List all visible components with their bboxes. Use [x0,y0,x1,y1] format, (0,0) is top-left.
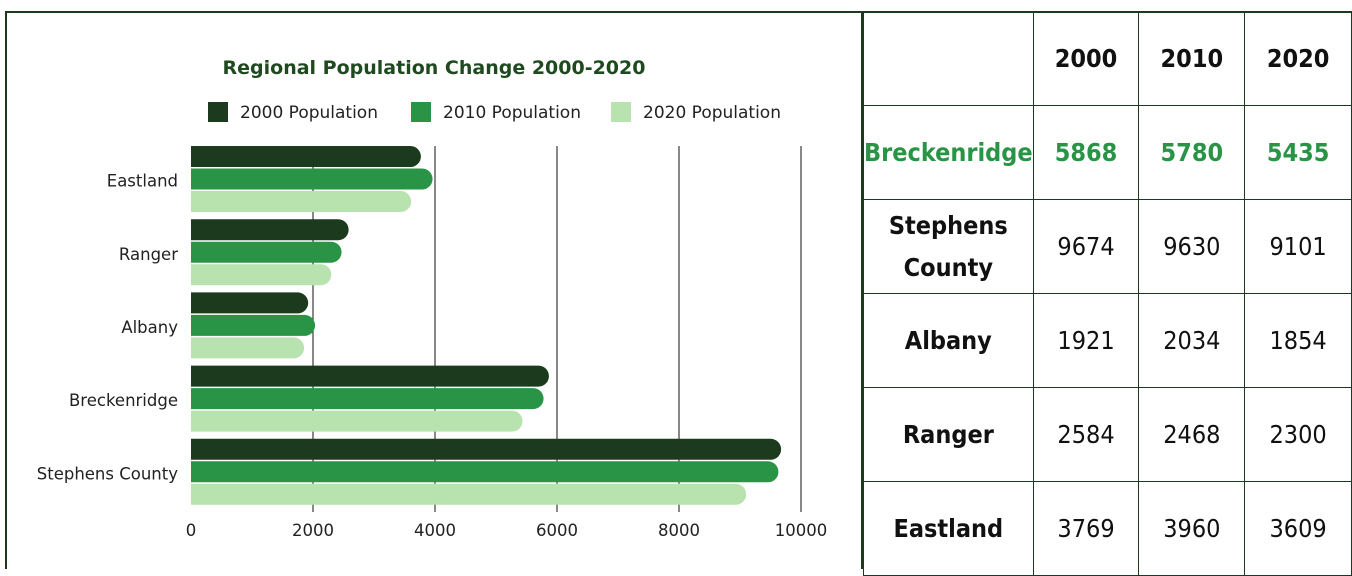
chart-title: Regional Population Change 2000-2020 [223,57,646,79]
table-cell: 2034 [1138,293,1246,388]
table-cell: 9101 [1244,199,1352,294]
row-label: Breckenridge [863,105,1034,200]
bar [191,292,309,314]
row-label: Albany [863,293,1034,388]
chart-table-divider [861,11,863,569]
table-cell: 2300 [1244,387,1352,482]
bar [191,241,342,263]
legend-label: 2000 Population [240,103,378,123]
bar [191,219,349,241]
table-header-cell: 2020 [1244,11,1352,106]
row-label: Eastland [863,481,1034,576]
bar [191,264,332,286]
x-axis-ticks: 0 2000 4000 6000 8000 10000 [186,521,828,540]
bar [191,388,544,410]
legend-swatch [411,102,431,122]
x-tick-label: 6000 [536,521,578,540]
table-cell: 2584 [1032,387,1140,482]
legend-swatch [611,102,631,122]
table-cell: 1854 [1244,293,1352,388]
y-axis-labels: Eastland Ranger Albany Breckenridge Stephens… [37,172,178,484]
legend-label: 2010 Population [443,103,581,123]
table-header-cell [863,11,1034,106]
x-tick-label: 10000 [775,521,828,540]
table-row: Eastland 3769 3960 3609 [863,481,1352,576]
row-label: Stephens County [863,199,1034,294]
y-tick-label: Albany [121,318,178,337]
bar [191,191,412,212]
bar [191,146,421,167]
table-cell: 3769 [1032,481,1140,576]
x-tick-label: 0 [186,521,197,540]
population-table: 2000 2010 2020 Breckenridge 5868 5780 54… [863,11,1352,576]
bar [191,168,433,190]
page-frame [5,11,1352,569]
x-tick-label: 2000 [292,521,334,540]
table-cell: 5435 [1244,105,1352,200]
table-header-cell: 2000 [1032,11,1140,106]
bar [191,461,779,483]
x-tick-label: 8000 [658,521,700,540]
table-cell: 3960 [1138,481,1246,576]
table-cell: 3609 [1244,481,1352,576]
legend-label: 2020 Population [643,103,781,123]
y-tick-label: Eastland [107,172,178,191]
population-table-wrap: 2000 2010 2020 Breckenridge 5868 5780 54… [863,11,1352,576]
y-tick-label: Stephens County [37,464,178,483]
row-label: Ranger [863,387,1034,482]
table-cell: 5780 [1138,105,1246,200]
table-header-row: 2000 2010 2020 [863,11,1352,106]
bar [191,438,782,460]
bar [191,365,549,387]
table-cell: 2468 [1138,387,1246,482]
chart-legend: 2000 Population 2010 Population 2020 Popul… [208,102,781,123]
y-tick-label: Ranger [119,245,178,264]
table-header-cell: 2010 [1138,11,1246,106]
table-row: Stephens County 9674 9630 9101 [863,199,1352,294]
table-cell: 9674 [1032,199,1140,294]
table-cell: 9630 [1138,199,1246,294]
table-cell: 1921 [1032,293,1140,388]
x-tick-label: 4000 [414,521,456,540]
bar [191,483,747,505]
bar [191,314,316,336]
y-tick-label: Breckenridge [69,391,178,410]
legend-swatch [208,102,228,122]
table-row: Albany 1921 2034 1854 [863,293,1352,388]
bar [191,337,305,359]
table-row: Breckenridge 5868 5780 5435 [863,105,1352,200]
table-row: Ranger 2584 2468 2300 [863,387,1352,482]
bar-chart: Regional Population Change 2000-2020 200… [37,57,828,540]
chart-bars [191,146,782,505]
table-cell: 5868 [1032,105,1140,200]
bar [191,410,523,432]
